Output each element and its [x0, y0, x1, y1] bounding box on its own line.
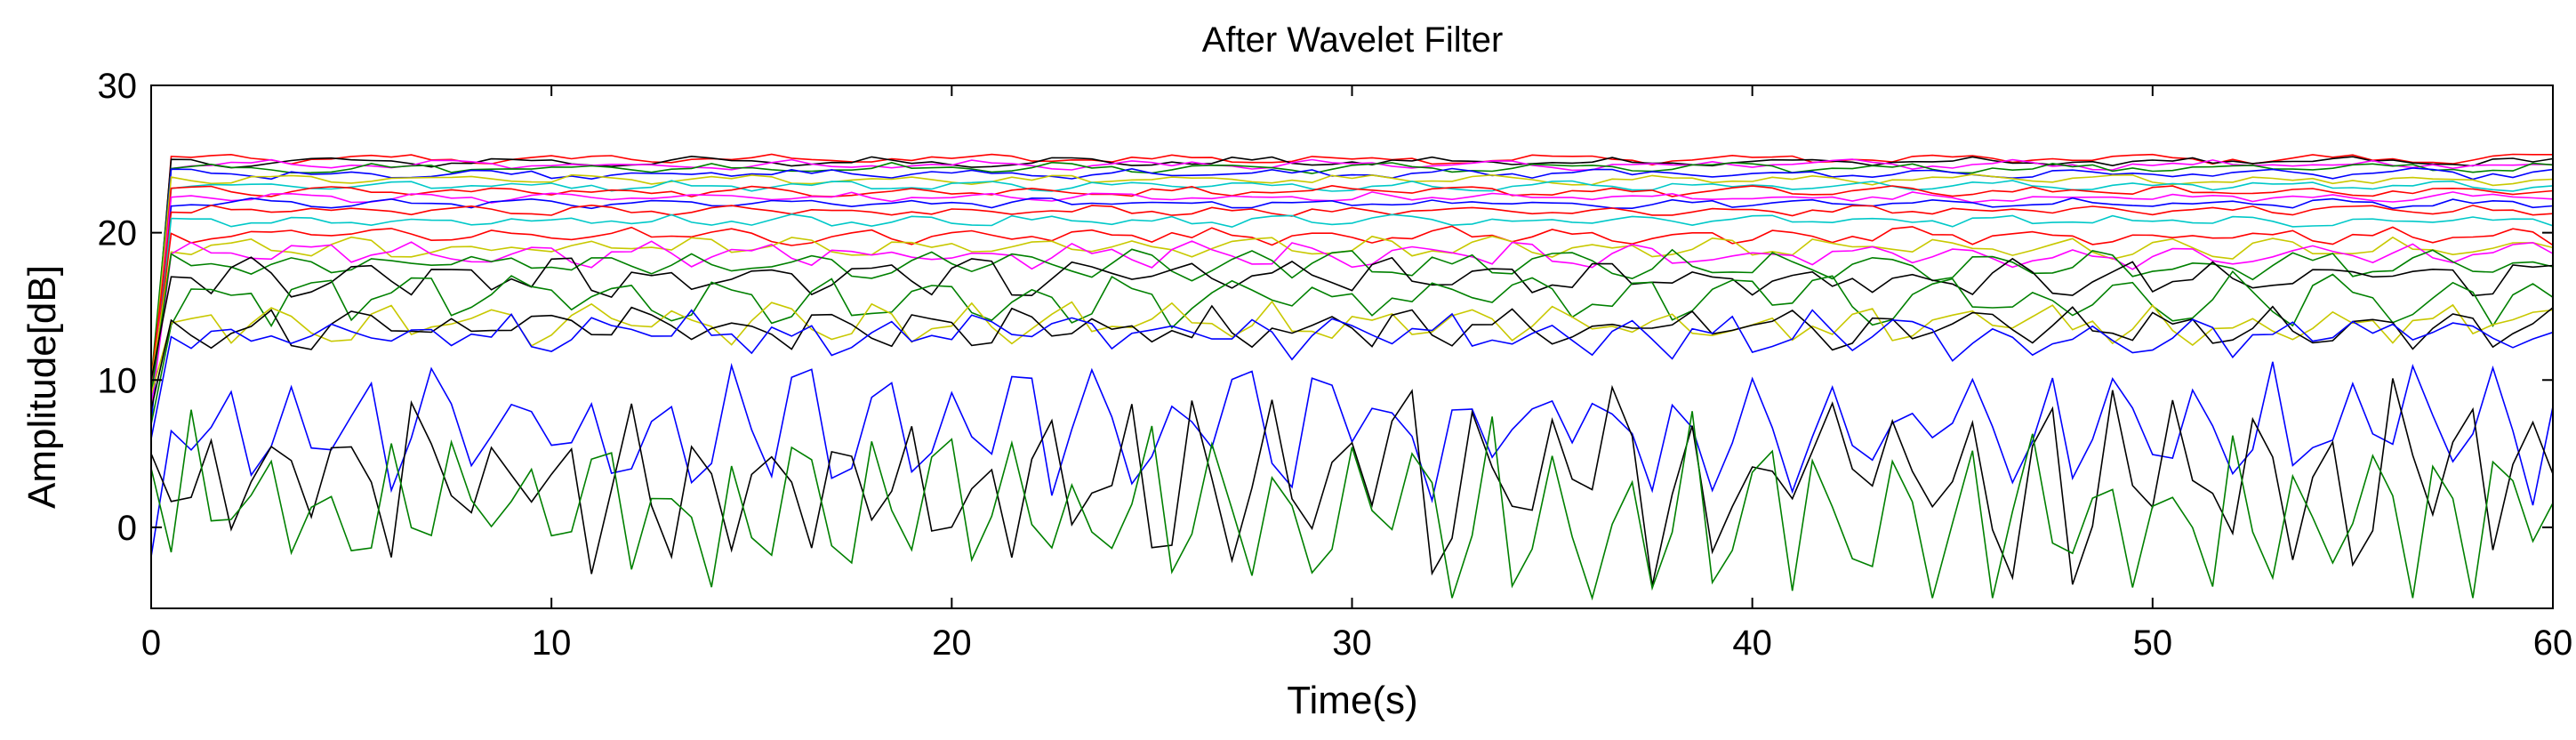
series-line-20: [151, 304, 2553, 410]
series-line-2: [151, 155, 2553, 395]
x-tick-label: 20: [932, 623, 972, 663]
series-line-21: [151, 309, 2553, 439]
series-line-8: [151, 184, 2553, 410]
series-line-9: [151, 191, 2553, 395]
x-tick-label: 10: [532, 623, 572, 663]
y-tick-label: 20: [98, 214, 138, 253]
series-line-13: [151, 225, 2553, 395]
chart-title: After Wavelet Filter: [1202, 20, 1504, 60]
x-axis-label: Time(s): [1287, 679, 1417, 722]
series-line-1: [151, 153, 2553, 410]
x-tick-label: 50: [2133, 623, 2173, 663]
series-line-4: [151, 161, 2553, 381]
y-tick-label: 0: [117, 509, 137, 548]
series-line-10: [151, 197, 2553, 425]
y-tick-label: 30: [98, 67, 138, 106]
series-line-3: [151, 158, 2553, 425]
x-tick-label: 30: [1332, 623, 1372, 663]
series-line-12: [151, 213, 2553, 410]
axis-ticks: 0 10 20 30 40 50 60 0 10 20 30: [98, 67, 2573, 663]
series-line-7: [151, 180, 2553, 425]
y-tick-label: 10: [98, 361, 138, 400]
x-tick-label: 40: [1732, 623, 1772, 663]
x-tick-label: 0: [141, 623, 161, 663]
series-line-5: [151, 167, 2553, 410]
series-line-15: [151, 240, 2553, 410]
series-line-17: [151, 256, 2553, 381]
series-line-6: [151, 173, 2553, 395]
series-line-19: [151, 300, 2553, 396]
y-axis-label: Amplitude[dB]: [20, 265, 64, 509]
series-line-11: [151, 204, 2553, 381]
x-tick-label: 60: [2533, 623, 2573, 663]
series-line-16: [151, 248, 2553, 395]
series-line-24: [151, 409, 2553, 601]
